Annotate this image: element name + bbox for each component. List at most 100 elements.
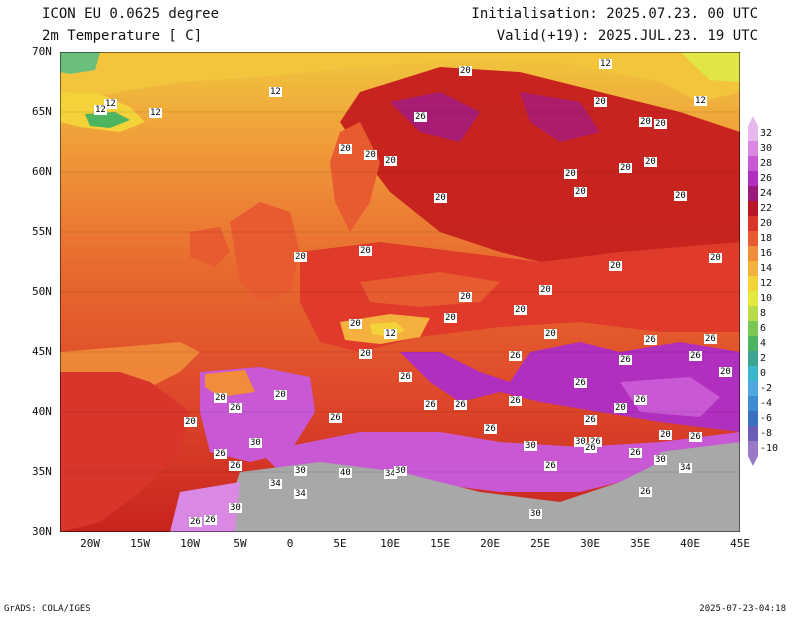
contour-label: 26 [574, 378, 587, 389]
legend-label: 16 [760, 247, 773, 259]
contour-label: 26 [204, 515, 217, 525]
contour-label: 12 [149, 108, 162, 119]
legend-swatch [748, 231, 758, 246]
contour-label: 20 [359, 349, 372, 360]
lon-label: 5W [233, 537, 247, 550]
legend-swatch [748, 201, 758, 216]
lat-label: 70N [32, 45, 52, 58]
chart-title: ICON EU 0.0625 degree [42, 6, 220, 22]
legend-label: 4 [760, 337, 767, 349]
legend-label: 22 [760, 202, 773, 214]
lon-label: 15W [130, 537, 150, 550]
contour-label: 26 [214, 449, 227, 459]
contour-label: 12 [269, 86, 282, 97]
contour-label: 20 [434, 193, 447, 204]
legend-label: 14 [760, 262, 773, 274]
legend-label: 28 [760, 157, 773, 169]
contour-label: 26 [589, 437, 602, 447]
legend-label: 10 [760, 292, 773, 304]
legend-swatch [748, 336, 758, 351]
lat-label: 55N [32, 225, 52, 238]
temperature-map [60, 52, 740, 532]
legend-label: 32 [760, 127, 773, 139]
contour-label: 20 [459, 66, 472, 77]
legend-label: 2 [760, 352, 767, 364]
lon-label: 0 [286, 537, 294, 550]
contour-label: 20 [349, 319, 362, 330]
contour-label: 34 [294, 488, 307, 499]
legend-label: 24 [760, 187, 773, 199]
legend-swatch [748, 381, 758, 396]
contour-label: 20 [574, 187, 587, 198]
lat-label: 65N [32, 105, 52, 118]
legend-swatch [748, 276, 758, 291]
contour-label: 34 [679, 463, 692, 474]
contour-label: 40 [339, 468, 352, 479]
morocco-coast [170, 482, 240, 532]
legend-swatch [748, 141, 758, 156]
contour-label: 26 [634, 395, 647, 405]
contour-label: 26 [689, 350, 702, 361]
contour-label: 30 [574, 437, 587, 447]
contour-label: 20 [274, 390, 287, 401]
legend-bar [748, 116, 758, 466]
legend-label: 30 [760, 142, 773, 154]
lat-label: 40N [32, 405, 52, 418]
iceland-cold [60, 52, 100, 74]
legend-swatch [748, 156, 758, 171]
legend-label: -10 [760, 442, 779, 454]
legend-label: -2 [760, 382, 773, 394]
contour-label: 26 [704, 333, 717, 344]
contour-label: 20 [659, 429, 672, 440]
contour-label: 12 [384, 329, 397, 339]
contour-label: 26 [424, 399, 437, 410]
contour-label: 20 [514, 305, 527, 315]
lon-label: 10W [180, 537, 200, 550]
lon-label: 20E [480, 537, 500, 550]
legend-swatch [748, 411, 758, 426]
legend-label: -8 [760, 427, 773, 439]
contour-label: 26 [189, 517, 202, 528]
contour-label: 26 [584, 415, 597, 426]
contour-label: 26 [229, 461, 242, 471]
lon-label: 45E [730, 537, 750, 550]
contour-label: 20 [639, 116, 652, 127]
contour-label: 30 [229, 503, 242, 513]
legend-label: 6 [760, 322, 767, 334]
contour-label: 26 [584, 443, 597, 453]
legend-bottom-arrow [748, 456, 758, 466]
legend-top-arrow [748, 116, 758, 126]
contour-label: 20 [654, 119, 667, 129]
arctic-cool-field [60, 52, 740, 102]
lon-label: 15E [430, 537, 450, 550]
lon-label: 10E [380, 537, 400, 550]
software-credit: GrADS: COLA/IGES [4, 604, 91, 614]
legend-label: 20 [760, 217, 773, 229]
lat-label: 30N [32, 525, 52, 538]
contour-label: 30 [294, 465, 307, 476]
contour-label: 26 [509, 350, 522, 361]
contour-label: 34 [269, 479, 282, 489]
legend-label: -6 [760, 412, 773, 424]
contour-label: 30 [654, 455, 667, 465]
contour-label: 20 [564, 169, 577, 180]
valid-time: Valid(+19): 2025.JUL.23. 19 UTC [496, 28, 758, 44]
legend-label: 18 [760, 232, 773, 244]
lat-label: 45N [32, 345, 52, 358]
render-timestamp: 2025-07-23-04:18 [699, 604, 786, 614]
contour-label: 26 [689, 432, 702, 443]
contour-label: 20 [359, 246, 372, 257]
iberia-north [205, 370, 255, 397]
legend-label: 8 [760, 307, 767, 319]
legend-swatch [748, 126, 758, 141]
britain [230, 202, 300, 302]
contour-label: 12 [104, 98, 117, 109]
initialisation-time: Initialisation: 2025.07.23. 00 UTC [471, 6, 758, 22]
contour-label: 20 [609, 260, 622, 271]
legend-swatch [748, 246, 758, 261]
legend-label: 0 [760, 367, 767, 379]
contour-label: 26 [619, 355, 632, 366]
lon-label: 20W [80, 537, 100, 550]
contour-label: 26 [629, 447, 642, 458]
legend-swatch [748, 321, 758, 336]
